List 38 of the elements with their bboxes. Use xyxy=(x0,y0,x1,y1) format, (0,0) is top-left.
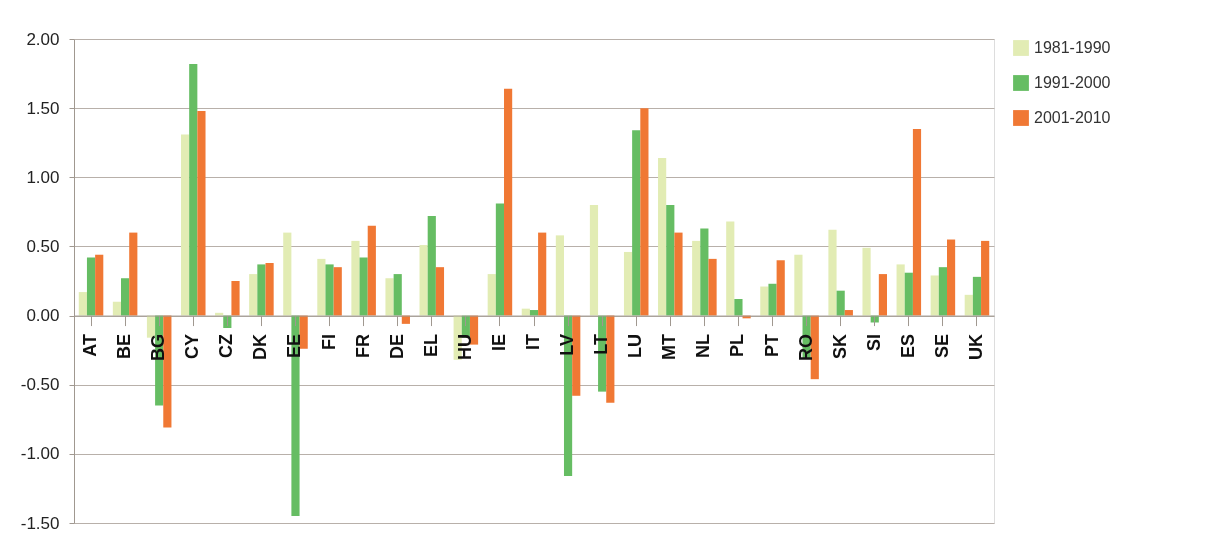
x-tick-label: LV xyxy=(557,334,578,356)
x-tick-label: LT xyxy=(591,334,612,355)
legend-label: 1981-1990 xyxy=(1034,39,1111,56)
x-tick-label: BG xyxy=(148,334,169,362)
x-tick-label: EL xyxy=(420,334,441,358)
x-tick-label: PT xyxy=(761,334,782,358)
legend-label: 1991-2000 xyxy=(1034,74,1111,91)
y-tick-label: 1.00 xyxy=(26,167,60,187)
x-tick-label: IT xyxy=(523,334,543,351)
x-tick-label: DE xyxy=(386,334,407,360)
x-tick-label: BE xyxy=(114,334,135,360)
x-tick-label: CZ xyxy=(216,334,237,359)
x-tick-label: RO xyxy=(795,334,816,362)
x-tick-label: NL xyxy=(693,334,714,359)
x-tick-label: HU xyxy=(454,334,475,361)
x-tick-label: IE xyxy=(488,334,509,352)
y-tick-label: 0.50 xyxy=(26,236,60,256)
x-tick-label: CY xyxy=(182,334,203,360)
y-tick-label: 1.50 xyxy=(26,98,60,118)
x-tick-label: FR xyxy=(352,334,373,359)
legend-label: 2001-2010 xyxy=(1034,109,1111,126)
x-tick-label: FI xyxy=(318,334,339,351)
x-tick-label: DK xyxy=(250,334,271,361)
x-tick-label: MT xyxy=(659,334,680,361)
x-tick-label: UK xyxy=(965,334,986,361)
y-tick-label: -1.00 xyxy=(20,444,60,464)
x-tick-label: ES xyxy=(897,334,918,359)
y-tick-label: -1.50 xyxy=(20,513,60,533)
y-tick-label: 2.00 xyxy=(26,29,60,49)
x-tick-label: EE xyxy=(284,334,305,359)
x-tick-label: PL xyxy=(727,334,748,358)
y-tick-label: 0.00 xyxy=(26,306,60,326)
x-tick-label: SI xyxy=(863,334,884,352)
x-tick-label: AT xyxy=(80,334,101,357)
y-tick-label: -0.50 xyxy=(20,375,60,395)
x-tick-label: SE xyxy=(931,334,952,359)
x-tick-label: LU xyxy=(625,334,646,359)
x-tick-label: SK xyxy=(829,334,850,360)
